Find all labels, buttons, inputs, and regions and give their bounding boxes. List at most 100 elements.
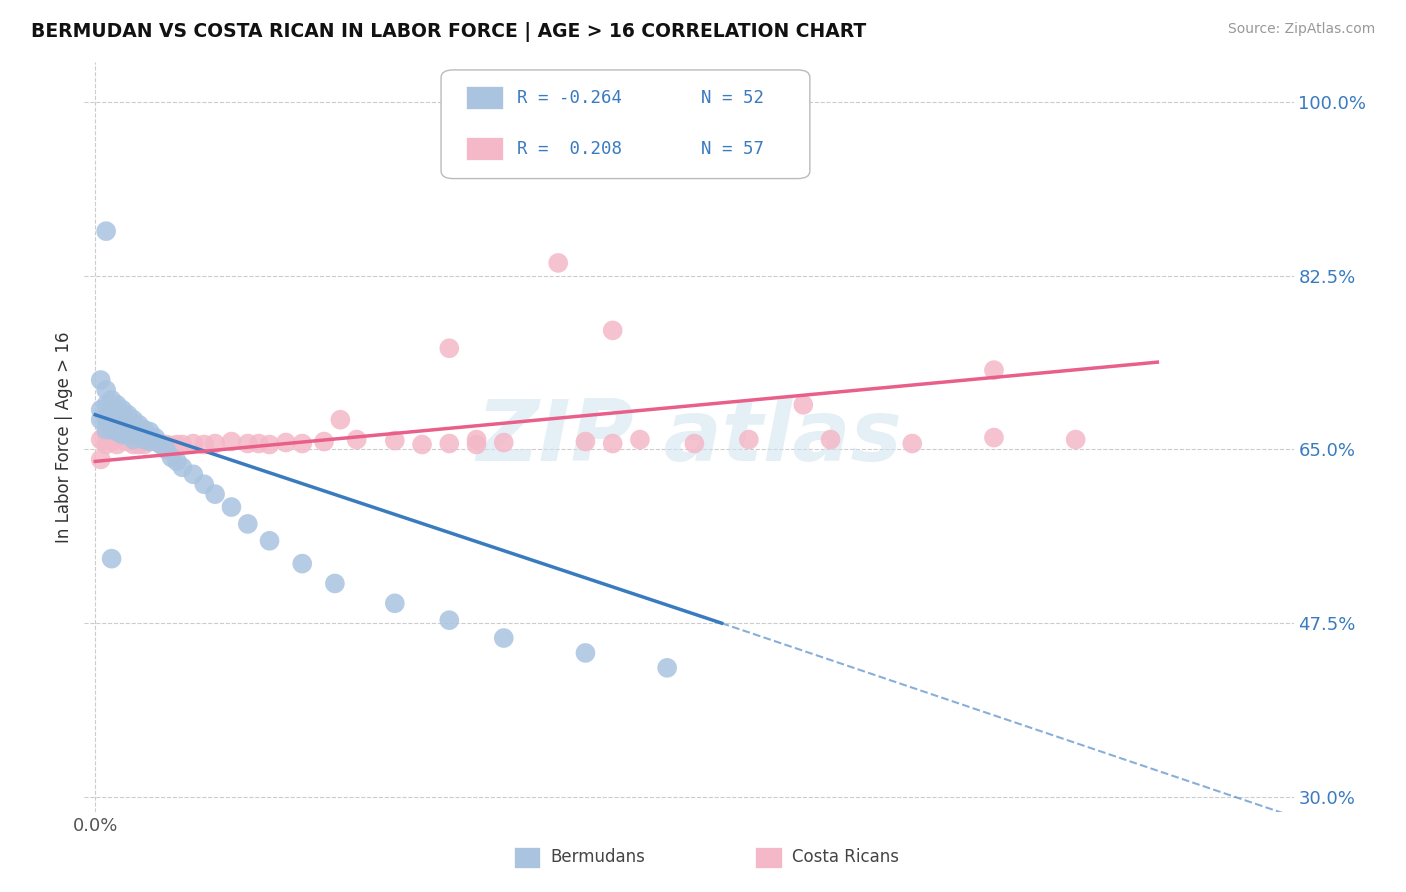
Point <box>90 402 112 417</box>
Point <box>122 413 145 427</box>
Point <box>134 437 156 451</box>
Point <box>105 437 128 451</box>
Point <box>100 413 122 427</box>
Point <box>657 661 679 675</box>
Point <box>439 613 461 627</box>
Point <box>149 436 172 450</box>
Point <box>100 402 122 417</box>
Point <box>94 224 117 238</box>
Point <box>94 413 117 427</box>
Point <box>155 437 177 451</box>
Point <box>90 373 112 387</box>
Text: R = -0.264: R = -0.264 <box>517 88 623 107</box>
Point <box>128 429 150 443</box>
Point <box>602 323 624 337</box>
Point <box>143 431 166 445</box>
Point <box>122 437 145 451</box>
Point <box>117 427 139 442</box>
Point <box>291 436 314 450</box>
Point <box>138 425 160 439</box>
Point <box>236 516 259 531</box>
Point <box>128 417 150 432</box>
Text: ZIP atlas: ZIP atlas <box>477 395 901 479</box>
Point <box>439 341 461 355</box>
Point <box>738 433 761 447</box>
Point <box>193 477 215 491</box>
Point <box>492 631 515 645</box>
Point <box>94 423 117 437</box>
Point <box>204 436 226 450</box>
Point <box>105 417 128 432</box>
Text: Bermudans: Bermudans <box>550 848 645 866</box>
Point <box>111 420 134 434</box>
Point <box>94 437 117 451</box>
Point <box>111 402 134 417</box>
Point <box>983 431 1005 445</box>
Point <box>117 434 139 449</box>
FancyBboxPatch shape <box>467 87 503 109</box>
Point <box>221 434 243 449</box>
Point <box>247 436 270 450</box>
Point <box>94 383 117 397</box>
Point <box>602 436 624 450</box>
Point <box>329 413 352 427</box>
FancyBboxPatch shape <box>755 847 782 868</box>
Point <box>105 398 128 412</box>
Point <box>181 467 204 482</box>
Point <box>259 437 281 451</box>
Point <box>105 425 128 439</box>
Point <box>111 433 134 447</box>
Point <box>384 596 406 610</box>
Point <box>259 533 281 548</box>
Point <box>323 576 346 591</box>
Point <box>155 442 177 457</box>
FancyBboxPatch shape <box>513 847 540 868</box>
Point <box>94 398 117 412</box>
Point <box>384 434 406 448</box>
Point <box>117 408 139 422</box>
Point <box>166 437 188 451</box>
Point <box>149 437 172 451</box>
Point <box>346 433 368 447</box>
Point <box>628 433 651 447</box>
Point <box>172 437 194 451</box>
Point <box>134 423 156 437</box>
Point <box>193 437 215 451</box>
Point <box>143 434 166 449</box>
Point <box>172 460 194 475</box>
Point <box>111 425 134 439</box>
Point <box>465 433 488 447</box>
Point <box>128 437 150 451</box>
Point <box>134 432 156 446</box>
Text: R =  0.208: R = 0.208 <box>517 140 623 158</box>
Point <box>122 433 145 447</box>
Text: N = 57: N = 57 <box>702 140 763 158</box>
Point <box>465 437 488 451</box>
Point <box>90 452 112 467</box>
Point <box>160 438 183 452</box>
Point <box>111 413 134 427</box>
Text: BERMUDAN VS COSTA RICAN IN LABOR FORCE | AGE > 16 CORRELATION CHART: BERMUDAN VS COSTA RICAN IN LABOR FORCE |… <box>31 22 866 42</box>
Point <box>181 436 204 450</box>
Point <box>128 427 150 442</box>
Point <box>439 436 461 450</box>
Point <box>983 363 1005 377</box>
Point <box>683 436 706 450</box>
Point <box>492 435 515 450</box>
Point <box>100 551 122 566</box>
Point <box>547 256 569 270</box>
Point <box>204 487 226 501</box>
Y-axis label: In Labor Force | Age > 16: In Labor Force | Age > 16 <box>55 331 73 543</box>
Text: Costa Ricans: Costa Ricans <box>792 848 898 866</box>
Text: Source: ZipAtlas.com: Source: ZipAtlas.com <box>1227 22 1375 37</box>
Point <box>122 431 145 445</box>
Point <box>291 557 314 571</box>
FancyBboxPatch shape <box>467 137 503 160</box>
Point <box>574 646 596 660</box>
Point <box>100 392 122 407</box>
Point <box>100 434 122 449</box>
Point <box>94 427 117 442</box>
Text: N = 52: N = 52 <box>702 88 763 107</box>
Point <box>122 423 145 437</box>
Point <box>138 433 160 447</box>
